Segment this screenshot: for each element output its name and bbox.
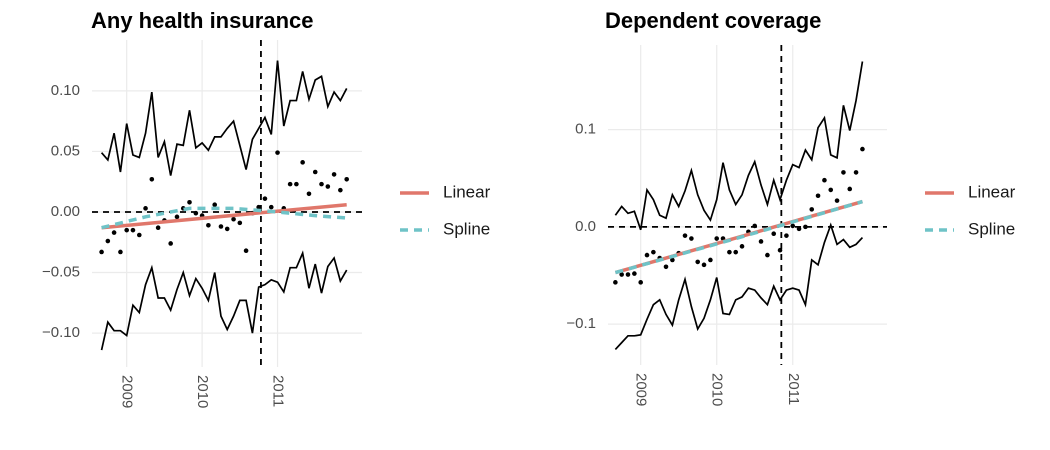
estimate-point [118, 249, 123, 255]
estimate-point [632, 271, 637, 276]
estimate-point [613, 280, 618, 285]
estimate-point [136, 232, 142, 238]
estimate-point [124, 227, 129, 233]
estimate-point [218, 224, 224, 229]
estimate-point [663, 264, 669, 270]
estimate-point [815, 193, 821, 199]
confidence-bound [100, 250, 348, 351]
estimate-point [834, 198, 840, 203]
estimate-point [708, 257, 713, 263]
estimate-point [847, 186, 853, 192]
estimate-point [143, 206, 148, 211]
y-tick-label: 0.05 [51, 142, 80, 159]
estimate-point [701, 262, 707, 268]
y-tick-label: −0.10 [42, 324, 80, 341]
estimate-point [212, 202, 218, 208]
estimate-point [105, 238, 111, 244]
confidence-bound [614, 61, 864, 231]
chart-title: Dependent coverage [605, 8, 821, 33]
x-tick-label: 2009 [633, 373, 650, 406]
estimate-point [174, 214, 180, 220]
estimate-point [275, 150, 280, 155]
estimate-point [149, 176, 155, 182]
estimate-point [625, 272, 631, 277]
estimate-point [268, 204, 274, 210]
estimate-point [287, 181, 293, 187]
estimate-point [739, 244, 745, 249]
y-tick-label: 0.10 [51, 82, 80, 99]
fit-line [101, 202, 347, 230]
estimate-point [727, 249, 732, 255]
estimate-point [809, 207, 815, 212]
estimate-point [752, 223, 758, 229]
estimate-point [784, 233, 789, 238]
estimate-point [256, 204, 261, 210]
estimate-point [853, 170, 859, 175]
estimate-point [300, 160, 305, 165]
estimate-point [331, 172, 337, 177]
estimate-point [860, 146, 865, 152]
estimate-point [670, 257, 675, 263]
fit-line [101, 206, 347, 230]
estimate-point [796, 226, 802, 232]
estimate-point [231, 216, 236, 222]
x-tick-label: 2010 [709, 373, 726, 406]
x-tick-label: 2011 [270, 375, 287, 407]
legend-label: Spline [443, 219, 490, 238]
x-tick-label: 2011 [785, 373, 802, 405]
estimate-point [262, 196, 268, 201]
estimate-point [130, 227, 136, 233]
confidence-bound [100, 60, 348, 176]
estimate-point [765, 252, 770, 258]
estimate-point [338, 187, 343, 193]
y-tick-label: 0.1 [575, 121, 596, 138]
estimate-point [243, 248, 249, 254]
estimate-point [651, 249, 656, 255]
estimate-point [111, 230, 117, 235]
fit-line [614, 199, 863, 275]
y-tick-label: −0.05 [42, 264, 80, 281]
estimate-point [841, 170, 846, 175]
legend-label: Linear [443, 182, 491, 201]
estimate-point [237, 220, 243, 226]
estimate-point [790, 223, 796, 229]
estimate-point [319, 181, 324, 187]
confidence-bound [614, 222, 864, 351]
estimate-point [206, 223, 211, 228]
estimate-point [644, 252, 650, 258]
estimate-point [344, 176, 349, 182]
estimate-point [733, 249, 739, 255]
x-tick-label: 2010 [194, 375, 211, 408]
estimate-point [306, 191, 312, 197]
estimate-point [619, 272, 624, 277]
y-tick-label: −0.1 [566, 315, 596, 332]
estimate-point [187, 199, 192, 205]
estimate-point [714, 236, 720, 241]
estimate-point [325, 184, 331, 189]
estimate-point [224, 226, 230, 232]
estimate-point [777, 247, 783, 253]
estimate-point [155, 225, 161, 231]
estimate-point [99, 249, 104, 255]
estimate-point [294, 181, 299, 187]
estimate-point [695, 259, 701, 265]
estimate-point [771, 231, 777, 236]
y-tick-label: 0.00 [51, 203, 80, 220]
estimate-point [168, 241, 173, 246]
chart-title: Any health insurance [91, 8, 314, 33]
x-tick-label: 2009 [119, 375, 136, 408]
estimate-point [193, 210, 199, 216]
estimate-point [828, 187, 834, 193]
estimate-point [803, 224, 808, 230]
estimate-point [689, 236, 694, 241]
estimate-point [682, 233, 688, 238]
legend-label: Linear [968, 182, 1016, 201]
estimate-point [758, 239, 764, 244]
legend-label: Spline [968, 219, 1015, 238]
estimate-point [312, 169, 318, 175]
estimate-point [822, 177, 827, 183]
y-tick-label: 0.0 [575, 218, 596, 235]
estimate-point [638, 280, 643, 285]
